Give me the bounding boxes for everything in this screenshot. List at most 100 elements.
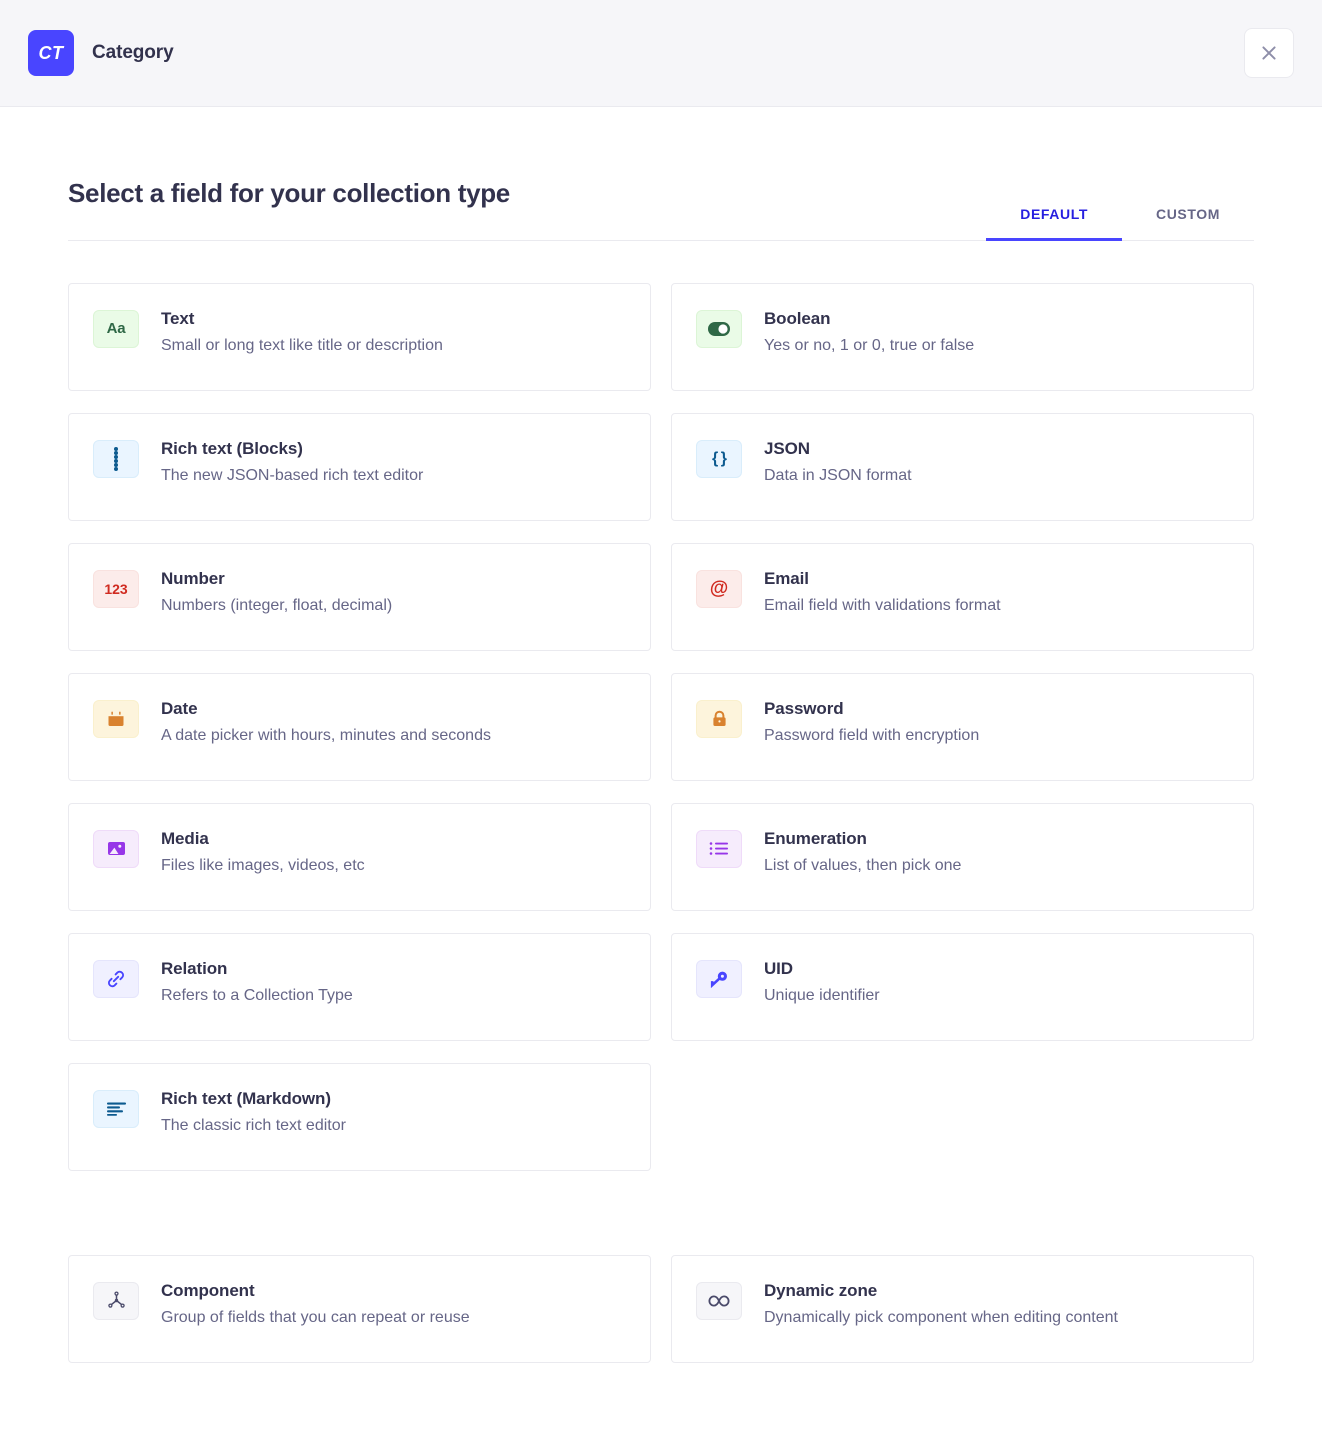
- dot: [114, 466, 118, 471]
- field-card-text[interactable]: Aa Text Small or long text like title or…: [68, 282, 651, 391]
- field-description: The new JSON-based rich text editor: [161, 466, 424, 484]
- link-chain-icon-svg: [108, 970, 124, 987]
- field-name: JSON: [764, 438, 810, 458]
- card-body: Dynamic zone Dynamically pick component …: [764, 1278, 1118, 1330]
- field-card-media[interactable]: Media Files like images, videos, etc: [68, 802, 651, 911]
- key-icon: [696, 959, 742, 998]
- card-body: Rich text (Blocks) The new JSON-based ri…: [161, 436, 423, 488]
- field-description: Yes or no, 1 or 0, true or false: [764, 336, 975, 354]
- field-description: Refers to a Collection Type: [161, 986, 353, 1004]
- card-body: Date A date picker with hours, minutes a…: [161, 696, 491, 748]
- lock-icon: [696, 699, 742, 738]
- infinity-icon-svg: [708, 1295, 730, 1307]
- dot: [114, 450, 118, 455]
- field-description: Unique identifier: [764, 986, 880, 1004]
- field-name: Rich text (Blocks): [161, 438, 303, 458]
- field-card-password[interactable]: Password Password field with encryption: [671, 672, 1254, 781]
- field-card-rich-text-blocks[interactable]: Rich text (Blocks) The new JSON-based ri…: [68, 412, 651, 521]
- field-card-email[interactable]: @ Email Email field with validations for…: [671, 542, 1254, 651]
- field-card-rich-text-markdown[interactable]: Rich text (Markdown) The classic rich te…: [68, 1062, 651, 1171]
- field-name: Relation: [161, 958, 228, 978]
- dot: [114, 454, 118, 459]
- field-card-date[interactable]: Date A date picker with hours, minutes a…: [68, 672, 651, 781]
- card-body: Rich text (Markdown) The classic rich te…: [161, 1086, 346, 1138]
- field-name: Text: [161, 308, 195, 328]
- link-chain-icon: [93, 959, 139, 998]
- field-name: Boolean: [764, 308, 831, 328]
- field-description: Numbers (integer, float, decimal): [161, 596, 393, 614]
- card-body: Boolean Yes or no, 1 or 0, true or false: [764, 306, 974, 358]
- field-description: Files like images, videos, etc: [161, 856, 365, 874]
- field-card-enumeration[interactable]: Enumeration List of values, then pick on…: [671, 802, 1254, 911]
- card-body: Component Group of fields that you can r…: [161, 1278, 470, 1330]
- field-picker: Select a field for your collection type …: [0, 107, 1322, 1363]
- curly-braces-icon: { }: [696, 439, 742, 478]
- at-sign-icon: @: [696, 569, 742, 608]
- field-name: Media: [161, 828, 209, 848]
- card-body: Email Email field with validations forma…: [764, 566, 1001, 618]
- field-card-dynamic-zone[interactable]: Dynamic zone Dynamically pick component …: [671, 1254, 1254, 1363]
- card-body: Relation Refers to a Collection Type: [161, 956, 353, 1008]
- page-title: Category: [92, 42, 174, 63]
- card-body: Password Password field with encryption: [764, 696, 979, 748]
- default-field-grid: Aa Text Small or long text like title or…: [68, 282, 1254, 1171]
- field-description: Small or long text like title or descrip…: [161, 336, 443, 354]
- curly-braces-glyph: { }: [712, 449, 727, 467]
- dot: [114, 462, 118, 467]
- card-body: Text Small or long text like title or de…: [161, 306, 443, 358]
- tab-custom[interactable]: CUSTOM: [1122, 206, 1254, 241]
- field-card-uid[interactable]: UID Unique identifier: [671, 932, 1254, 1041]
- field-description: Password field with encryption: [764, 726, 980, 744]
- field-card-boolean[interactable]: Boolean Yes or no, 1 or 0, true or false: [671, 282, 1254, 391]
- image-icon: [93, 829, 139, 868]
- text-align-left-icon: [93, 1089, 139, 1128]
- list-icon-svg: [709, 842, 728, 855]
- text-align-left-icon-svg: [106, 1102, 126, 1116]
- field-description: Data in JSON format: [764, 466, 912, 484]
- field-card-relation[interactable]: Relation Refers to a Collection Type: [68, 932, 651, 1041]
- dot: [114, 458, 118, 463]
- dot: [114, 446, 118, 451]
- card-body: UID Unique identifier: [764, 956, 880, 1008]
- field-name: Enumeration: [764, 828, 867, 848]
- field-description: The classic rich text editor: [161, 1116, 346, 1134]
- card-body: JSON Data in JSON format: [764, 436, 912, 488]
- field-card-component[interactable]: Component Group of fields that you can r…: [68, 1254, 651, 1363]
- field-description: A date picker with hours, minutes and se…: [161, 726, 491, 744]
- field-description: List of values, then pick one: [764, 856, 962, 874]
- toggle-icon: [696, 309, 742, 348]
- field-name: Component: [161, 1280, 255, 1300]
- field-description: Email field with validations format: [764, 596, 1001, 614]
- number-123-glyph: 123: [104, 580, 128, 597]
- text-aa-glyph: Aa: [106, 320, 126, 338]
- field-name: Password: [764, 698, 844, 718]
- field-description: Group of fields that you can repeat or r…: [161, 1308, 470, 1326]
- field-name: Date: [161, 698, 198, 718]
- tab-list: DEFAULT CUSTOM: [986, 206, 1254, 241]
- key-icon-svg: [710, 971, 727, 988]
- field-name: Dynamic zone: [764, 1280, 878, 1300]
- brand: CT Category: [28, 30, 174, 76]
- toggle-icon-svg: [708, 321, 730, 336]
- modal-header: CT Category: [0, 0, 1322, 107]
- infinity-icon: [696, 1281, 742, 1320]
- collection-type-badge: CT: [28, 30, 74, 76]
- card-body: Media Files like images, videos, etc: [161, 826, 365, 878]
- field-name: Email: [764, 568, 809, 588]
- field-name: Number: [161, 568, 225, 588]
- blocks-dots-icon: [93, 439, 139, 478]
- text-aa-icon: Aa: [93, 309, 139, 348]
- field-card-json[interactable]: { } JSON Data in JSON format: [671, 412, 1254, 521]
- list-icon: [696, 829, 742, 868]
- advanced-field-grid: Component Group of fields that you can r…: [68, 1254, 1254, 1363]
- calendar-icon-svg: [108, 711, 124, 726]
- number-123-icon: 123: [93, 569, 139, 608]
- image-icon-svg: [107, 842, 125, 856]
- blocks-dots-glyph: [114, 446, 118, 471]
- tab-default[interactable]: DEFAULT: [986, 206, 1122, 241]
- close-button[interactable]: [1244, 28, 1294, 78]
- field-card-number[interactable]: 123 Number Numbers (integer, float, deci…: [68, 542, 651, 651]
- field-description: Dynamically pick component when editing …: [764, 1308, 1118, 1326]
- card-body: Number Numbers (integer, float, decimal): [161, 566, 392, 618]
- calendar-icon: [93, 699, 139, 738]
